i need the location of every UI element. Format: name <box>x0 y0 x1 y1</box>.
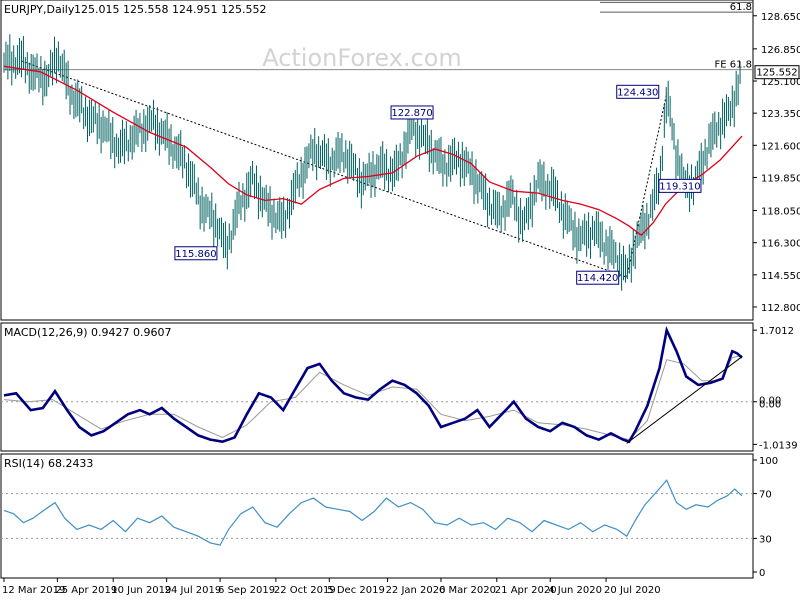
pivot-label-box <box>174 246 218 261</box>
macd-ytick-label: 1.7012 <box>759 326 794 337</box>
rsi-panel-frame <box>0 453 754 579</box>
pivot-label: 119.310 <box>659 181 700 192</box>
x-tick-label: 6 Mar 2020 <box>439 585 496 596</box>
fib-level-label: FE 100.0 <box>708 0 752 3</box>
x-tick-label: 12 Mar 2019 <box>2 585 65 596</box>
price-ytick-label: 126.850 <box>761 45 800 56</box>
rsi-line <box>3 479 743 546</box>
x-tick-label: 24 Jul 2019 <box>165 585 222 596</box>
x-tick-label: 21 Apr 2020 <box>495 585 557 596</box>
price-ytick-label: 128.650 <box>761 12 800 23</box>
macd-panel: 1.7012 0.000.00 -1.0139 <box>1 326 798 451</box>
pivot-label-box <box>390 105 434 120</box>
macd-ytick-label: -1.0139 <box>759 440 798 451</box>
current-price-box <box>754 65 800 80</box>
x-tick-label: 10 Jun 2019 <box>111 585 171 596</box>
pivot-label: 124.430 <box>617 87 658 98</box>
x-tick-label: 4 Jun 2020 <box>548 585 602 596</box>
x-tick-label: 6 Sep 2019 <box>218 585 275 596</box>
price-panel: 128.650 126.850 125.100 123.350 121.600 119.8… <box>3 0 800 314</box>
ohlc-bars <box>3 34 741 291</box>
moving-average-line <box>3 65 743 237</box>
watermark: ActionForex.com <box>262 44 462 72</box>
fib-level-label: 61.8 <box>730 2 752 13</box>
price-ytick-label: 121.600 <box>761 141 800 152</box>
macd-signal-line <box>3 354 743 441</box>
rsi-label: RSI(14) 68.2433 <box>4 457 93 470</box>
macd-trendline <box>626 356 743 444</box>
fib-level-label: FE 61.8 <box>714 60 752 71</box>
x-tick-label: 25 Apr 2019 <box>55 585 117 596</box>
symbol-label: EURJPY,Daily <box>4 3 75 16</box>
rsi-panel: 100 70 30 0 <box>1 456 778 579</box>
price-panel-frame <box>0 0 754 321</box>
rsi-ytick-label: 30 <box>759 534 772 545</box>
price-ytick-label: 116.300 <box>761 239 800 250</box>
x-tick-label: 5 Dec 2019 <box>327 585 385 596</box>
macd-panel-frame <box>0 322 754 452</box>
price-ytick-label: 114.550 <box>761 271 800 282</box>
price-ytick-label: 119.850 <box>761 173 800 184</box>
price-trendline <box>20 60 627 278</box>
x-tick-label: 20 Jul 2020 <box>604 585 661 596</box>
price-ytick-label: 112.800 <box>761 303 800 314</box>
x-tick-label: 22 Jan 2020 <box>386 585 446 596</box>
price-ytick-label: 125.100 <box>761 77 800 88</box>
pivot-label: 122.870 <box>391 108 432 119</box>
price-ytick-label: 118.050 <box>761 207 800 218</box>
rsi-ytick-label: 0 <box>759 568 765 579</box>
rsi-ytick-label: 100 <box>759 456 778 467</box>
rally-dotted-line <box>626 93 668 278</box>
current-price-label: 125.552 <box>756 68 797 79</box>
macd-ytick-label: 0.00 <box>759 396 781 407</box>
pivot-label: 114.420 <box>577 273 618 284</box>
macd-ytick-label: 0.00 <box>759 400 781 411</box>
macd-label: MACD(12,26,9) 0.9427 0.9607 <box>4 326 172 339</box>
price-ytick-label: 123.350 <box>761 109 800 120</box>
x-tick-label: 22 Oct 2019 <box>274 585 336 596</box>
pivot-label-box <box>616 84 660 99</box>
pivot-label-box <box>576 270 620 285</box>
macd-line <box>3 326 743 444</box>
ohlc-label: 125.015 125.558 124.951 125.552 <box>74 3 266 16</box>
pivot-label: 115.860 <box>175 249 216 260</box>
pivot-label-box <box>658 178 702 193</box>
rsi-ytick-label: 70 <box>759 490 772 501</box>
